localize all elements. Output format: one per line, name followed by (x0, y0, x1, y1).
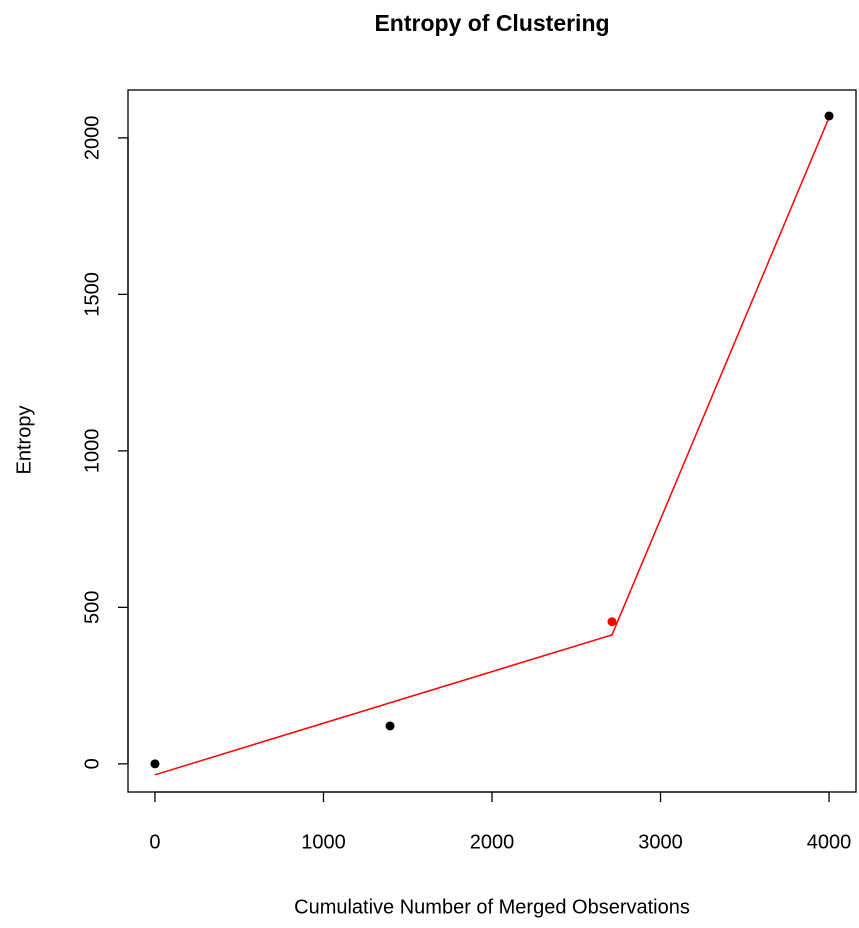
y-tick-label: 0 (81, 758, 103, 769)
x-tick-label: 0 (149, 831, 160, 853)
x-tick-label: 3000 (638, 831, 683, 853)
y-tick-label: 1500 (81, 272, 103, 317)
x-tick-label: 4000 (807, 831, 852, 853)
point (824, 111, 834, 121)
point (607, 617, 617, 627)
x-tick-label: 2000 (470, 831, 515, 853)
y-tick-label: 2000 (81, 116, 103, 161)
chart-title: Entropy of Clustering (374, 10, 609, 36)
plot-box (127, 89, 857, 793)
fit-line (154, 117, 830, 776)
y-tick-label: 500 (81, 591, 103, 624)
y-tick-label: 1000 (81, 429, 103, 474)
x-tick-label: 1000 (301, 831, 346, 853)
x-axis-label: Cumulative Number of Merged Observations (294, 896, 690, 918)
y-axis-label: Entropy (13, 406, 35, 475)
point (385, 721, 395, 731)
point (150, 759, 160, 769)
